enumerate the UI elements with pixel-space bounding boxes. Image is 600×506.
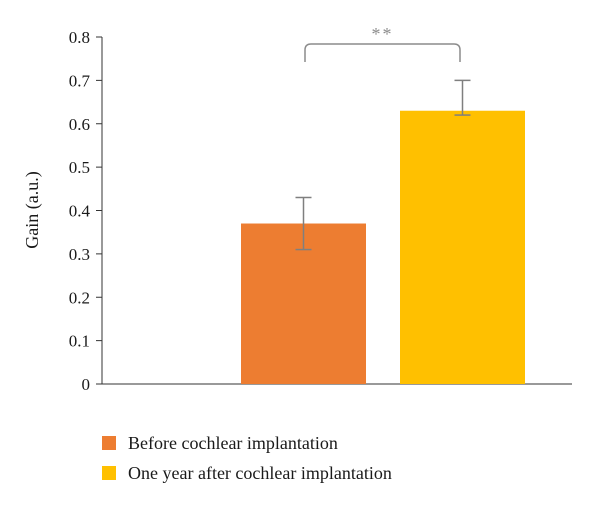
legend-item-before: Before cochlear implantation — [102, 428, 392, 458]
legend: Before cochlear implantation One year af… — [102, 428, 392, 488]
significance-bracket-line — [304, 43, 461, 62]
legend-label-before: Before cochlear implantation — [128, 432, 338, 453]
legend-item-after: One year after cochlear implantation — [102, 458, 392, 488]
y-tick-label-5: 0.5 — [69, 158, 90, 177]
y-axis-ticks: 0 0.1 0.2 0.3 0.4 0.5 0.6 0.7 0.8 — [69, 28, 102, 394]
bar-chart: 0 0.1 0.2 0.3 0.4 0.5 0.6 0.7 0.8 Gain (a.u.) ** — [22, 24, 572, 394]
bar-1 — [400, 110, 525, 385]
significance-bracket: ** — [304, 24, 461, 62]
legend-swatch-before — [102, 436, 116, 450]
y-tick-label-8: 0.8 — [69, 28, 90, 47]
y-tick-label-2: 0.2 — [69, 288, 90, 307]
y-tick-label-7: 0.7 — [69, 71, 91, 90]
y-tick-label-3: 0.3 — [69, 245, 90, 264]
legend-label-after: One year after cochlear implantation — [128, 462, 392, 483]
y-tick-label-6: 0.6 — [69, 115, 90, 134]
y-tick-label-1: 0.1 — [69, 332, 90, 351]
legend-swatch-after — [102, 466, 116, 480]
error-bars — [295, 79, 471, 251]
y-axis-title: Gain (a.u.) — [22, 171, 43, 248]
bars — [241, 110, 525, 385]
y-tick-label-0: 0 — [82, 375, 91, 394]
significance-label: ** — [372, 24, 394, 44]
y-tick-label-4: 0.4 — [69, 202, 91, 221]
